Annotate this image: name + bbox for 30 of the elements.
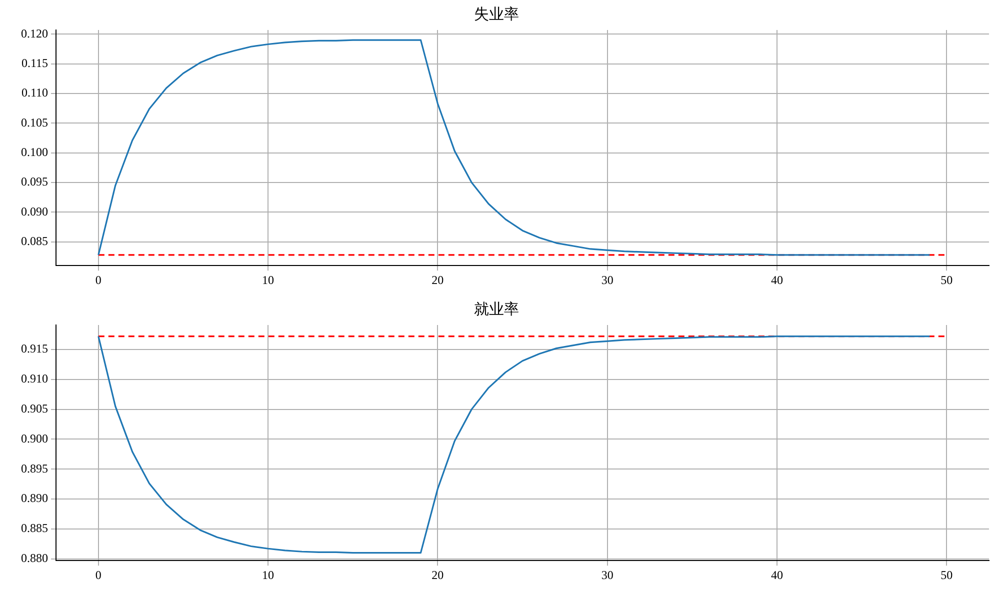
y-tick-label: 0.120: [21, 26, 48, 40]
x-tick-label: 40: [770, 272, 783, 287]
y-tick-label: 0.095: [21, 174, 48, 189]
y-tick-label: 0.110: [21, 86, 48, 100]
x-tick-label: 0: [95, 568, 102, 582]
x-tick-label: 0: [95, 272, 102, 287]
x-tick-label: 30: [601, 568, 614, 582]
y-tick-label: 0.910: [21, 372, 48, 386]
y-tick-label: 0.895: [21, 461, 48, 476]
y-tick-label: 0.880: [21, 550, 48, 565]
x-tick-label: 10: [262, 568, 274, 582]
chart-title: 失业率: [474, 4, 519, 23]
x-tick-label: 10: [262, 272, 274, 287]
x-tick-label: 40: [770, 568, 783, 582]
x-tick-label: 50: [940, 568, 953, 582]
y-tick-label: 0.890: [21, 491, 48, 506]
y-tick-label: 0.090: [21, 204, 48, 218]
y-tick-label: 0.905: [21, 401, 48, 416]
y-tick-label: 0.115: [21, 56, 48, 70]
x-tick-label: 30: [601, 272, 614, 287]
y-tick-label: 0.900: [21, 431, 48, 446]
y-tick-label: 0.105: [21, 115, 48, 130]
y-tick-label: 0.915: [21, 342, 48, 356]
x-tick-label: 20: [432, 272, 444, 287]
y-tick-label: 0.085: [21, 234, 48, 248]
x-tick-label: 20: [432, 568, 444, 582]
chart-title: 就业率: [474, 300, 519, 318]
y-tick-label: 0.100: [21, 145, 48, 159]
y-tick-label: 0.885: [21, 521, 48, 536]
x-tick-label: 50: [940, 272, 953, 287]
